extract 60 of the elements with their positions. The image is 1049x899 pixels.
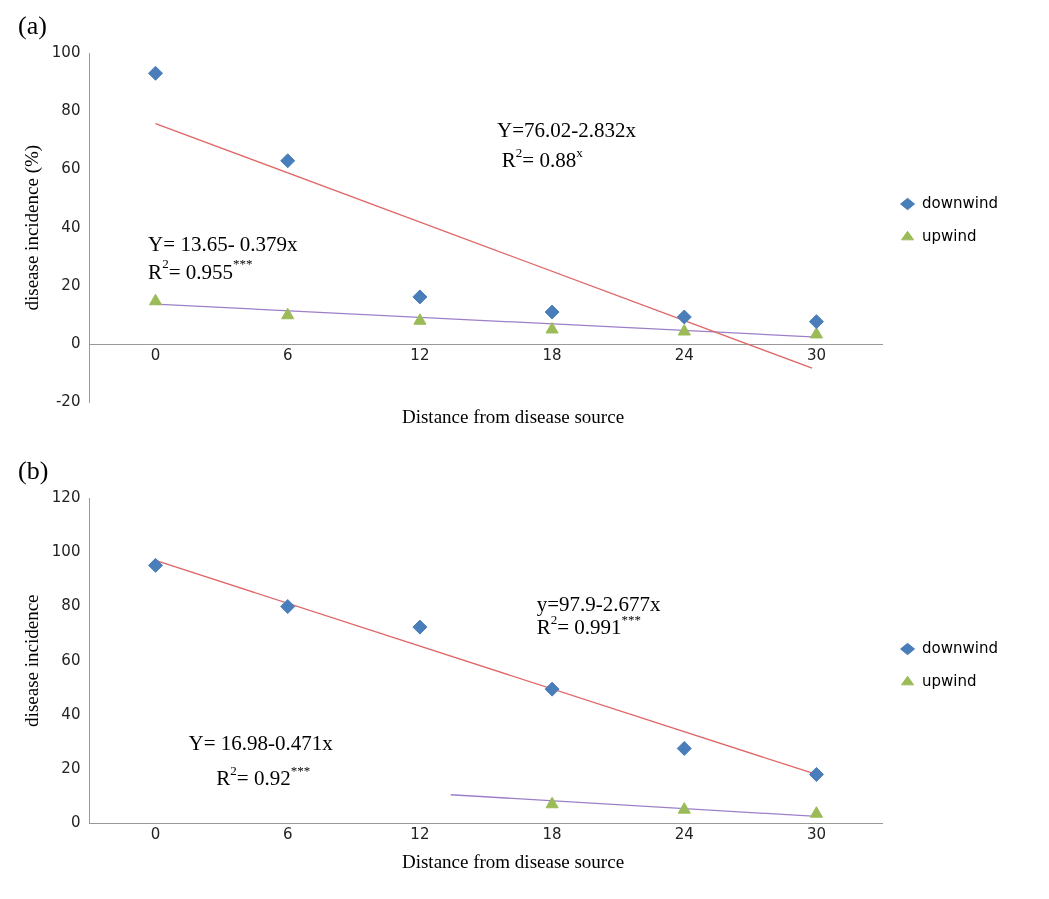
x-tick-label: 6 bbox=[282, 345, 293, 364]
point bbox=[148, 293, 163, 306]
point bbox=[676, 309, 692, 325]
point bbox=[677, 802, 691, 814]
x-tick-label: 0 bbox=[150, 825, 161, 844]
x-tick-label: 30 bbox=[806, 345, 827, 364]
x-tick-label: 24 bbox=[674, 345, 694, 364]
y-tick-label: 80 bbox=[61, 596, 81, 615]
point bbox=[280, 153, 296, 169]
point bbox=[280, 599, 296, 615]
x-tick-label: 6 bbox=[282, 825, 293, 844]
annotation: Y= 13.65- 0.379x bbox=[148, 231, 299, 256]
point bbox=[544, 681, 560, 697]
y-tick-label: 100 bbox=[51, 43, 81, 62]
x-tick-label: 0 bbox=[150, 345, 161, 364]
y-tick-label: -20 bbox=[55, 392, 81, 411]
y-tick-label: 0 bbox=[70, 813, 81, 832]
x-tick-label: 12 bbox=[410, 345, 430, 364]
chart-title: (a) bbox=[18, 11, 47, 41]
point bbox=[544, 304, 560, 320]
point bbox=[413, 313, 427, 325]
x-tick-label: 18 bbox=[542, 825, 562, 844]
y-tick-label: 20 bbox=[61, 275, 81, 294]
legend-label: upwind bbox=[922, 226, 977, 245]
y-tick-label: 40 bbox=[61, 217, 81, 236]
legend-label: downwind bbox=[922, 638, 998, 657]
annotation: Y=76.02-2.832x bbox=[497, 118, 637, 143]
y-axis-title: disease incidence (%) bbox=[21, 144, 44, 311]
point bbox=[412, 289, 428, 305]
x-tick-label: 12 bbox=[410, 825, 430, 844]
legend-label: downwind bbox=[922, 193, 998, 212]
point bbox=[677, 324, 691, 336]
point bbox=[808, 314, 824, 330]
x-axis-title: Distance from disease source bbox=[401, 405, 625, 427]
x-axis-title: Distance from disease source bbox=[401, 850, 625, 872]
point bbox=[676, 740, 692, 756]
point bbox=[809, 806, 824, 818]
point bbox=[808, 766, 824, 782]
y-tick-label: 120 bbox=[51, 488, 81, 507]
y-axis-title: disease incidence bbox=[21, 594, 43, 727]
y-tick-label: 100 bbox=[51, 542, 81, 561]
point bbox=[148, 557, 164, 573]
point bbox=[545, 321, 559, 334]
x-tick-label: 30 bbox=[806, 825, 827, 844]
point bbox=[148, 65, 164, 81]
y-tick-label: 40 bbox=[61, 704, 81, 723]
y-tick-label: 0 bbox=[70, 333, 81, 352]
point bbox=[412, 619, 428, 635]
legend-label: upwind bbox=[922, 671, 977, 690]
x-tick-label: 24 bbox=[674, 825, 694, 844]
x-tick-label: 18 bbox=[542, 345, 562, 364]
y-tick-label: 60 bbox=[61, 159, 81, 178]
point bbox=[545, 796, 559, 809]
y-tick-label: 20 bbox=[61, 758, 81, 777]
annotation: Y= 16.98-0.471x bbox=[188, 731, 334, 756]
y-tick-label: 80 bbox=[61, 101, 81, 120]
point bbox=[809, 326, 824, 339]
chart-title: (b) bbox=[18, 456, 49, 486]
y-tick-label: 60 bbox=[61, 650, 81, 669]
point bbox=[281, 307, 295, 320]
